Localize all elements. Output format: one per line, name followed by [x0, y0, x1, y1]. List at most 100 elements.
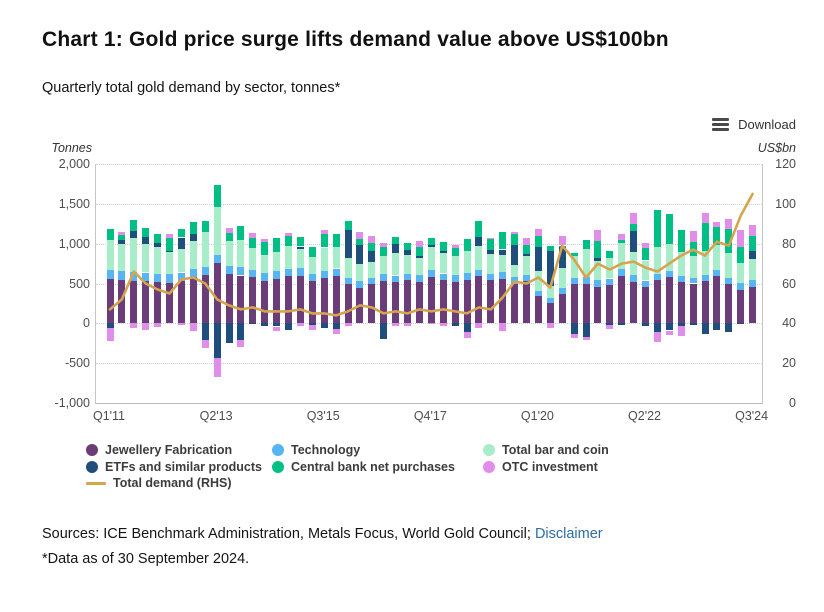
bar-segment-central_banks	[154, 234, 162, 244]
bar-segment-bar_and_coin	[261, 254, 269, 274]
bar-segment-technology	[451, 275, 459, 282]
bar-segment-central_banks	[142, 227, 150, 238]
bar-segment-bar_and_coin	[106, 240, 114, 270]
bar-segment-bar_and_coin	[285, 245, 292, 269]
bar-segment-etfs	[201, 323, 209, 340]
bar-segment-etfs	[546, 251, 554, 286]
bar-segment-jewellery	[653, 280, 661, 324]
bar-segment-jewellery	[689, 283, 697, 324]
left-tick-1500: 1,500	[58, 196, 90, 211]
bar-segment-central_banks	[582, 240, 590, 250]
legend-item-jewellery-fabrication[interactable]: Jewellery Fabrication	[86, 443, 232, 457]
x-tick-Q222: Q2'22	[628, 409, 661, 423]
bar-segment-jewellery	[142, 281, 150, 324]
bar-segment-jewellery	[392, 281, 400, 324]
bar-segment-jewellery	[273, 278, 281, 324]
bar-segment-technology	[677, 276, 685, 282]
bar-segment-jewellery	[285, 276, 292, 324]
bar-segment-etfs	[392, 244, 400, 253]
legend-item-central-bank-net-purchases[interactable]: Central bank net purchases	[272, 460, 455, 474]
bar-segment-jewellery	[249, 277, 257, 324]
download-button[interactable]: Download	[712, 117, 796, 132]
bar-segment-jewellery	[463, 280, 471, 324]
legend-label: Total bar and coin	[502, 443, 609, 457]
left-tick-500: 500	[69, 276, 90, 291]
bar-segment-etfs	[749, 251, 757, 259]
bar-segment-technology	[380, 274, 388, 282]
bar-segment-etfs	[725, 323, 733, 333]
bar-segment-central_banks	[273, 237, 281, 252]
bar-segment-bar_and_coin	[439, 253, 447, 274]
bar-segment-bar_and_coin	[630, 252, 638, 276]
bar-segment-technology	[499, 272, 507, 279]
data-footnote: *Data as of 30 September 2024.	[42, 551, 250, 567]
bar-segment-otc	[392, 323, 400, 327]
bar-segment-otc	[499, 323, 507, 331]
bar-segment-technology	[594, 280, 602, 287]
bar-segment-bar_and_coin	[415, 257, 423, 276]
bar-segment-jewellery	[558, 293, 566, 324]
legend-label: Central bank net purchases	[291, 459, 455, 474]
right-tick-80: 80	[782, 236, 796, 251]
bar-segment-technology	[630, 275, 638, 282]
bar-segment-technology	[356, 281, 364, 288]
right-tick-60: 60	[782, 276, 796, 291]
bar-segment-jewellery	[546, 303, 554, 324]
bar-segment-bar_and_coin	[380, 255, 388, 275]
bar-segment-etfs	[118, 240, 126, 245]
bar-segment-bar_and_coin	[570, 256, 578, 278]
bar-segment-bar_and_coin	[642, 260, 649, 281]
bar-segment-bar_and_coin	[368, 262, 376, 278]
bar-segment-central_banks	[570, 252, 578, 257]
bar-segment-jewellery	[380, 281, 388, 324]
bar-segment-bar_and_coin	[189, 241, 197, 269]
bar-segment-jewellery	[154, 281, 162, 324]
bar-segment-otc	[296, 323, 304, 327]
bar-segment-jewellery	[225, 273, 233, 324]
bar-segment-jewellery	[594, 286, 602, 324]
bar-segment-central_banks	[463, 239, 471, 251]
bar-segment-technology	[249, 269, 257, 278]
bar-segment-central_banks	[677, 229, 685, 253]
bar-segment-bar_and_coin	[177, 248, 185, 273]
bar-segment-technology	[725, 278, 733, 285]
bar-segment-otc	[166, 234, 173, 238]
x-tick-Q213: Q2'13	[199, 409, 233, 423]
legend-label: OTC investment	[502, 459, 598, 474]
bar-segment-bar_and_coin	[534, 270, 542, 291]
bar-segment-jewellery	[332, 275, 340, 324]
bar-segment-jewellery	[213, 262, 221, 324]
x-tick-Q417: Q4'17	[413, 409, 447, 423]
legend-item-etfs-and-similar-products[interactable]: ETFs and similar products	[86, 460, 262, 474]
menu-icon	[712, 118, 730, 131]
x-tick-Q315: Q3'15	[306, 409, 340, 423]
legend-item-total-bar-and-coin[interactable]: Total bar and coin	[483, 443, 609, 457]
disclaimer-link[interactable]: Disclaimer	[534, 526, 603, 542]
bar-segment-central_banks	[308, 246, 316, 257]
bar-segment-jewellery	[368, 284, 376, 324]
legend-item-otc-investment[interactable]: OTC investment	[483, 460, 598, 474]
bar-segment-technology	[285, 268, 292, 277]
bar-segment-technology	[558, 287, 566, 294]
bar-segment-bar_and_coin	[594, 260, 602, 281]
legend-item-total-demand-rhs-[interactable]: Total demand (RHS)	[86, 476, 232, 490]
bar-segment-etfs	[356, 245, 364, 264]
legend-item-technology[interactable]: Technology	[272, 443, 360, 457]
bar-segment-bar_and_coin	[273, 251, 281, 271]
bar-segment-bar_and_coin	[154, 247, 162, 274]
bar-segment-bar_and_coin	[487, 253, 495, 274]
bar-segment-etfs	[225, 323, 233, 344]
bar-segment-bar_and_coin	[665, 244, 673, 272]
bar-segment-etfs	[570, 323, 578, 334]
bar-segment-otc	[130, 323, 138, 329]
left-tick-1000: 1,000	[58, 236, 90, 251]
x-tick-Q111: Q1'11	[92, 409, 126, 423]
bar-segment-technology	[404, 273, 411, 281]
bar-segment-jewellery	[261, 281, 269, 324]
bar-segment-otc	[380, 242, 388, 248]
bar-segment-central_banks	[201, 221, 209, 232]
bar-segment-jewellery	[415, 281, 423, 324]
bar-segment-otc	[665, 330, 673, 336]
bar-segment-jewellery	[749, 286, 757, 324]
